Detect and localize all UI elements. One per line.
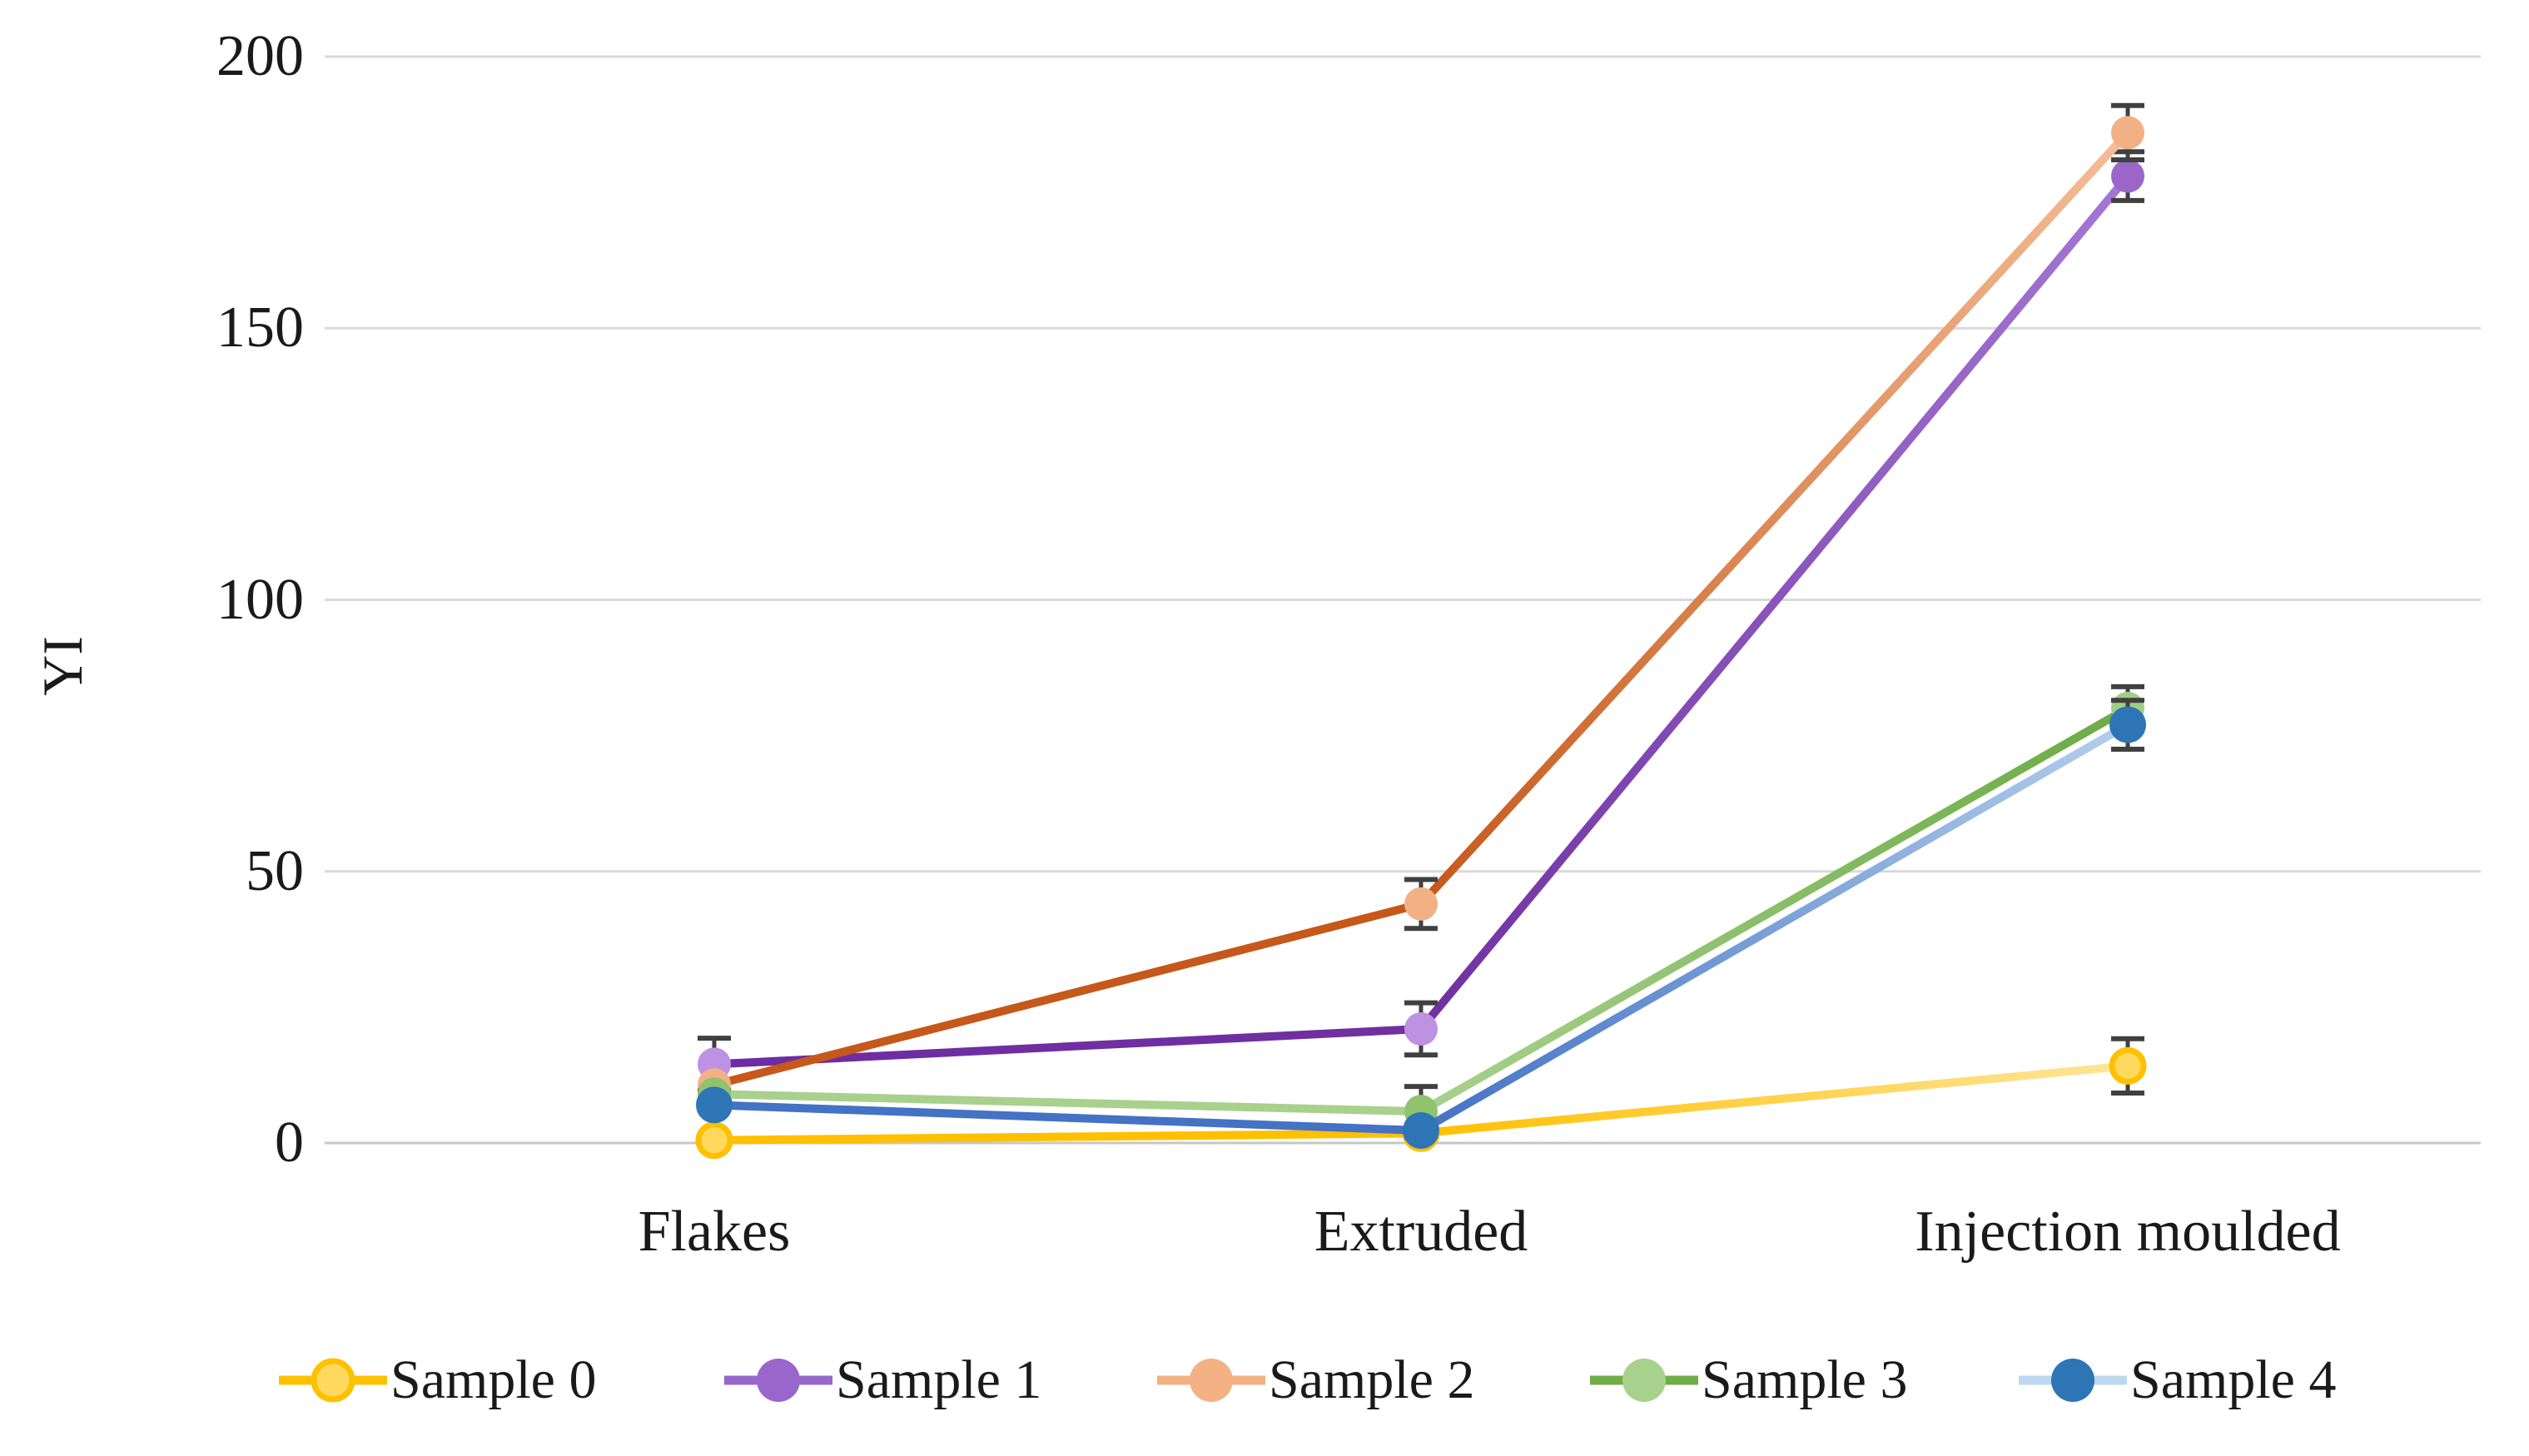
y-axis-title: YI — [31, 636, 94, 696]
legend-item-sample-4: Sample 4 — [2019, 1349, 2336, 1412]
data-point-sample-2-2 — [2111, 116, 2144, 150]
sample-3-legend-icon — [1590, 1359, 1698, 1402]
data-point-sample-4-1 — [1403, 1111, 1439, 1149]
legend-label-sample-4: Sample 4 — [2130, 1349, 2337, 1410]
legend-item-sample-0: Sample 0 — [279, 1349, 596, 1412]
legend-item-sample-3: Sample 3 — [1590, 1349, 1907, 1412]
legend-item-sample-2: Sample 2 — [1157, 1349, 1474, 1412]
legend-label-sample-2: Sample 2 — [1269, 1349, 1475, 1410]
y-tick-200: 200 — [216, 24, 304, 88]
data-point-sample-4-2 — [2109, 706, 2146, 743]
sample-0-legend-icon — [279, 1358, 387, 1403]
sample-1-legend-icon — [724, 1359, 832, 1402]
x-category-injection-moulded: Injection moulded — [1915, 1200, 2341, 1264]
data-point-sample-1-1 — [1404, 1011, 1438, 1046]
sample-2-legend-icon — [1157, 1359, 1265, 1402]
y-tick-0: 0 — [275, 1111, 304, 1175]
legend-label-sample-1: Sample 1 — [836, 1349, 1042, 1410]
data-point-sample-1-2 — [2111, 159, 2144, 193]
x-category-extruded: Extruded — [1314, 1200, 1528, 1264]
legend-item-sample-1: Sample 1 — [724, 1349, 1041, 1412]
y-tick-50: 50 — [246, 838, 304, 903]
sample-4-legend-icon — [2019, 1359, 2127, 1402]
data-point-sample-4-0 — [696, 1086, 733, 1124]
data-point-sample-0-0 — [695, 1121, 733, 1160]
y-tick-100: 100 — [216, 567, 304, 632]
legend-label-sample-0: Sample 0 — [390, 1349, 597, 1410]
data-point-sample-0-2 — [2109, 1046, 2147, 1085]
x-category-flakes: Flakes — [638, 1200, 791, 1264]
legend-label-sample-3: Sample 3 — [1702, 1349, 1908, 1410]
data-point-sample-2-1 — [1404, 887, 1438, 921]
y-tick-150: 150 — [216, 296, 304, 360]
